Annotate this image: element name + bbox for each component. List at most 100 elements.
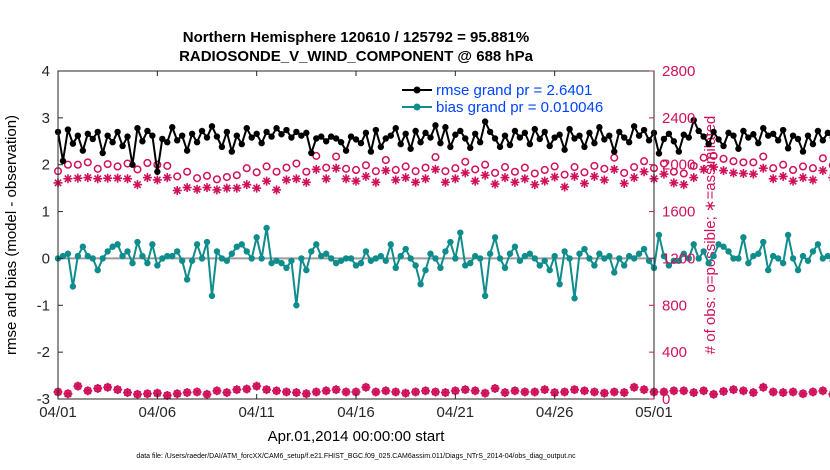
bias-point bbox=[228, 250, 236, 257]
rmse-point bbox=[481, 118, 489, 125]
bias-point bbox=[159, 255, 166, 262]
assimilated-point bbox=[669, 178, 679, 188]
assimilated-point bbox=[540, 176, 550, 186]
rmse-point bbox=[720, 142, 727, 150]
possible-point bbox=[193, 174, 202, 183]
rmse-point bbox=[104, 132, 111, 139]
assimilated-point bbox=[142, 173, 152, 183]
assimilated-point bbox=[421, 174, 431, 184]
bias-point bbox=[695, 255, 702, 262]
possible-point bbox=[441, 167, 450, 176]
low-count-assimilated-point bbox=[818, 386, 828, 396]
possible-point bbox=[272, 167, 281, 176]
assimilated-point bbox=[440, 177, 450, 187]
possible-point bbox=[302, 167, 311, 176]
possible-point bbox=[322, 163, 331, 172]
assimilated-point bbox=[361, 171, 371, 181]
bias-point bbox=[412, 262, 419, 269]
assimilated-point bbox=[510, 177, 520, 187]
possible-point bbox=[491, 168, 500, 177]
rmse-point bbox=[422, 129, 429, 137]
rmse-point bbox=[283, 126, 290, 134]
bias-point bbox=[640, 245, 648, 253]
bias-point bbox=[178, 257, 186, 264]
assimilated-point bbox=[232, 183, 242, 193]
low-count-assimilated-point bbox=[371, 387, 381, 397]
bias-point bbox=[601, 255, 608, 262]
rmse-point bbox=[188, 130, 196, 137]
low-count-assimilated-point bbox=[460, 385, 470, 395]
possible-point bbox=[818, 154, 827, 163]
left-y-tick-label: 4 bbox=[42, 63, 50, 80]
possible-point bbox=[83, 158, 92, 167]
possible-point bbox=[510, 167, 519, 176]
possible-point bbox=[580, 168, 589, 177]
bias-point bbox=[700, 248, 707, 255]
bias-point bbox=[407, 255, 414, 262]
bias-point bbox=[710, 252, 717, 260]
assimilated-point bbox=[63, 174, 73, 184]
possible-point bbox=[719, 154, 728, 163]
bias-point bbox=[774, 255, 782, 262]
rmse-point bbox=[144, 127, 151, 135]
low-count-assimilated-point bbox=[699, 386, 709, 396]
rmse-series bbox=[54, 117, 830, 175]
bias-point bbox=[576, 250, 583, 257]
assimilated-point bbox=[252, 183, 262, 193]
bias-point bbox=[789, 255, 797, 262]
possible-point bbox=[749, 158, 758, 167]
assimilated-point bbox=[93, 174, 103, 184]
possible-point bbox=[63, 160, 72, 169]
low-count-assimilated-point bbox=[113, 385, 123, 395]
rmse-point bbox=[740, 127, 747, 135]
rmse-point bbox=[248, 134, 255, 141]
possible-point bbox=[789, 165, 798, 175]
left-y-tick-label: -1 bbox=[37, 297, 50, 314]
assimilated-point bbox=[341, 174, 351, 184]
rmse-point bbox=[566, 125, 573, 133]
bias-point bbox=[794, 266, 802, 274]
rmse-point bbox=[327, 133, 335, 140]
possible-point bbox=[103, 160, 112, 169]
bias-point bbox=[745, 259, 752, 267]
rmse-point bbox=[288, 134, 295, 141]
bias-point bbox=[670, 257, 678, 264]
bias-point bbox=[223, 257, 231, 264]
possible-point bbox=[808, 164, 817, 173]
rmse-point bbox=[625, 139, 633, 146]
rmse-point bbox=[794, 135, 802, 143]
bias-point bbox=[303, 266, 310, 274]
rmse-point bbox=[730, 132, 737, 139]
bias-point bbox=[104, 248, 111, 255]
possible-point bbox=[500, 163, 510, 172]
bias-point bbox=[581, 245, 588, 253]
bias-point bbox=[770, 252, 777, 260]
legend-rmse-marker bbox=[413, 86, 421, 94]
rmse-point bbox=[581, 143, 588, 151]
rmse-point bbox=[94, 128, 101, 136]
bias-point bbox=[476, 255, 484, 262]
bias-point bbox=[735, 255, 742, 262]
bias-point bbox=[452, 255, 459, 262]
bias-point bbox=[377, 252, 385, 260]
possible-point bbox=[163, 161, 172, 170]
low-count-assimilated-point bbox=[778, 388, 788, 398]
assimilated-point bbox=[500, 173, 510, 183]
rmse-point bbox=[546, 142, 553, 150]
bias-point bbox=[347, 255, 355, 262]
bias-point bbox=[496, 255, 504, 262]
bias-point bbox=[705, 259, 712, 267]
bias-point bbox=[501, 264, 509, 271]
assimilated-point bbox=[132, 180, 142, 190]
left-y-tick-label: 0 bbox=[42, 250, 50, 267]
bias-point bbox=[462, 262, 469, 269]
bias-point bbox=[233, 243, 240, 250]
rmse-point bbox=[799, 148, 807, 155]
possible-point bbox=[560, 170, 569, 179]
possible-point bbox=[113, 162, 122, 171]
bias-point bbox=[337, 257, 345, 264]
rmse-point bbox=[218, 143, 226, 151]
possible-point bbox=[381, 155, 390, 165]
assimilated-point bbox=[113, 173, 123, 183]
rmse-point bbox=[705, 140, 712, 148]
